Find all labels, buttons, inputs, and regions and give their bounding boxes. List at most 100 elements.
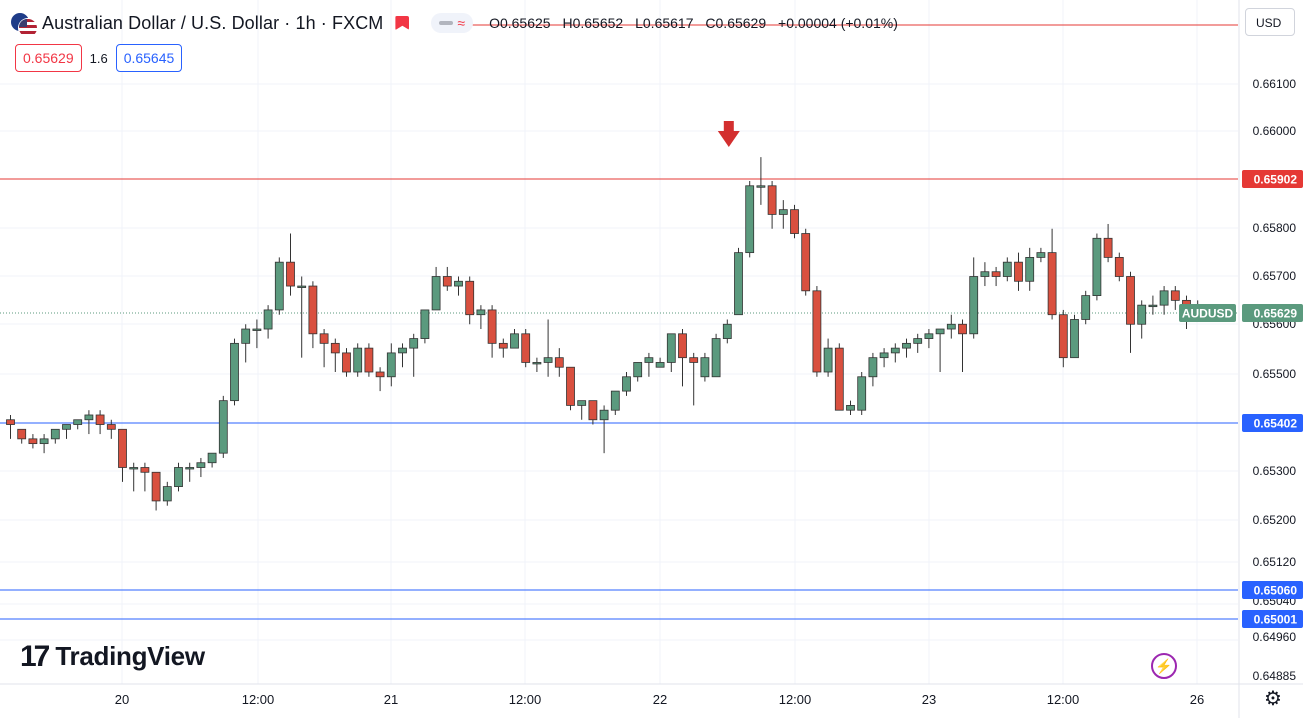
compare-icon: ≈ <box>457 15 466 31</box>
ohlc-close: 0.65629 <box>715 15 767 31</box>
candle-body <box>330 342 340 354</box>
candle-body <box>263 309 273 330</box>
tradingview-logo-text: TradingView <box>55 641 205 671</box>
candle-body <box>398 347 407 354</box>
y-tick-label: 0.64885 <box>1253 669 1297 683</box>
candle-body <box>532 362 542 365</box>
candle-body <box>454 280 463 287</box>
symbol-title[interactable]: Australian Dollar / U.S. Dollar · 1h · F… <box>42 12 384 33</box>
candle-body <box>913 338 923 344</box>
candle-body <box>420 309 430 339</box>
y-tick-label: 0.65500 <box>1253 367 1297 381</box>
candle-body <box>622 376 631 392</box>
ohlc-open: 0.65625 <box>499 15 551 31</box>
candle-body <box>1002 261 1012 277</box>
candle-body <box>946 323 956 330</box>
candle-body <box>162 486 172 502</box>
candle-body <box>543 357 553 363</box>
y-tick-label: 0.66100 <box>1253 77 1297 91</box>
candle-body <box>73 419 83 425</box>
candle-body <box>902 342 911 349</box>
ohlc-legend: O0.65625 H0.65652 L0.65617 C0.65629 +0.0… <box>489 15 898 31</box>
candle-body <box>308 285 318 335</box>
candle-body <box>353 347 363 373</box>
level-tag-label: 0.65060 <box>1254 584 1298 598</box>
x-tick-label: 12:00 <box>779 692 812 707</box>
candle-body <box>207 452 217 464</box>
candle-body <box>711 338 721 378</box>
candle-body <box>778 209 788 215</box>
y-tick-label: 0.65800 <box>1253 221 1297 235</box>
symbol-tag <box>1179 304 1236 322</box>
lightning-icon[interactable]: ⚡ <box>1151 653 1177 679</box>
candle-body <box>689 357 699 363</box>
candle-body <box>879 352 889 359</box>
y-tick-label: 0.64960 <box>1253 630 1297 644</box>
level-tag-0.65001 <box>1242 610 1303 628</box>
candle-body <box>745 185 755 254</box>
chart-header: Australian Dollar / U.S. Dollar · 1h · F… <box>10 8 898 38</box>
candle-body <box>722 323 732 339</box>
tradingview-logo[interactable]: 17 TradingView <box>20 641 205 672</box>
candle-body <box>980 271 990 277</box>
candle-body <box>1014 261 1023 282</box>
candle-body <box>39 438 49 445</box>
candle-body <box>521 333 531 363</box>
candle-body <box>1159 290 1169 306</box>
candle-body <box>924 333 934 339</box>
candle-body <box>890 347 900 354</box>
x-tick-label: 26 <box>1190 692 1204 707</box>
candle-body <box>218 400 228 454</box>
candle-body <box>790 209 799 234</box>
candle-body <box>1058 314 1068 359</box>
candle-body <box>812 290 822 373</box>
candle-body <box>1070 319 1079 359</box>
y-tick-label: 0.66000 <box>1253 124 1297 138</box>
candle-body <box>498 342 508 349</box>
candle-body <box>554 357 564 368</box>
level-tag-0.65402 <box>1242 414 1303 432</box>
x-tick-label: 23 <box>922 692 936 707</box>
buy-button[interactable]: 0.65645 <box>115 44 183 72</box>
currency-button[interactable]: USD <box>1245 8 1295 36</box>
candle-body <box>991 271 1001 277</box>
candle-body <box>140 467 150 473</box>
candle-body <box>655 362 665 368</box>
candle-body <box>1047 252 1057 316</box>
level-tag-label: 0.65402 <box>1254 417 1298 431</box>
candle-body <box>95 414 105 425</box>
candle-body <box>106 424 116 430</box>
candle-body <box>1148 304 1158 308</box>
candle-body <box>666 333 676 363</box>
ohlc-high-label: H <box>562 15 573 31</box>
candle-body <box>678 333 687 359</box>
candle-body <box>599 409 609 421</box>
x-tick-label: 12:00 <box>1047 692 1080 707</box>
candle-body <box>151 471 161 502</box>
sell-button[interactable]: 0.65629 <box>15 44 82 72</box>
candle-body <box>700 357 710 378</box>
y-tick-label: 0.65300 <box>1253 464 1297 478</box>
candle-body <box>1137 304 1147 325</box>
settings-gear-icon[interactable]: ⚙ <box>1264 688 1282 710</box>
symbol-tag-label: AUDUSD <box>1182 307 1234 321</box>
tradingview-logo-icon: 17 <box>20 639 50 673</box>
candle-body <box>17 428 27 440</box>
level-tag-label: 0.65902 <box>1254 173 1298 187</box>
candle-body <box>84 414 94 421</box>
candle-body <box>767 185 777 215</box>
candle-body <box>857 376 867 411</box>
x-tick-label: 21 <box>384 692 398 707</box>
indicator-pills[interactable]: ≈ <box>431 13 474 33</box>
candle-body <box>1092 237 1102 297</box>
candle-body <box>185 467 195 470</box>
market-status-icon[interactable] <box>395 16 410 30</box>
candle-body <box>6 419 15 425</box>
candle-body <box>588 400 598 421</box>
candle-body <box>1126 276 1135 325</box>
candle-body <box>297 285 307 288</box>
candle-body <box>286 261 295 287</box>
candle-body <box>1025 256 1035 282</box>
x-tick-label: 12:00 <box>509 692 542 707</box>
